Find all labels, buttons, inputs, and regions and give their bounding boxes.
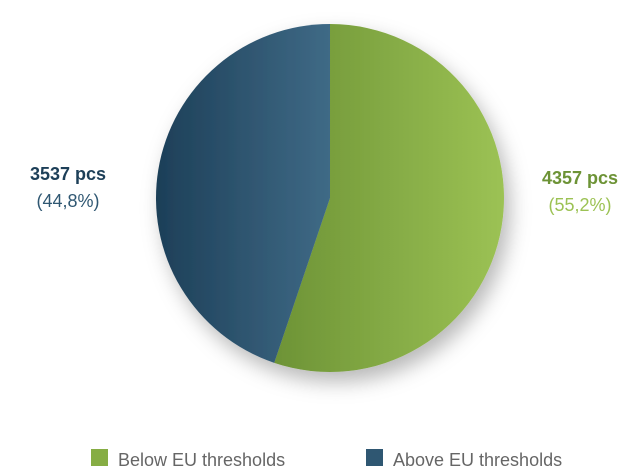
legend: Below EU thresholds Above EU thresholds	[91, 449, 562, 466]
legend-swatch-above	[366, 449, 383, 466]
pie-slice-below-eu	[274, 24, 504, 373]
pie-slice-above-eu	[155, 24, 330, 363]
slice-percent-label-above: (44,8%)	[36, 191, 99, 211]
legend-swatch-below	[91, 449, 108, 466]
slice-value-label-below: 4357 pcs	[542, 168, 618, 188]
legend-label-below: Below EU thresholds	[118, 450, 285, 466]
pie-slices	[155, 24, 504, 373]
slice-percent-label-below: (55,2%)	[548, 195, 611, 215]
slice-value-label-above: 3537 pcs	[30, 164, 106, 184]
legend-label-above: Above EU thresholds	[393, 450, 562, 466]
